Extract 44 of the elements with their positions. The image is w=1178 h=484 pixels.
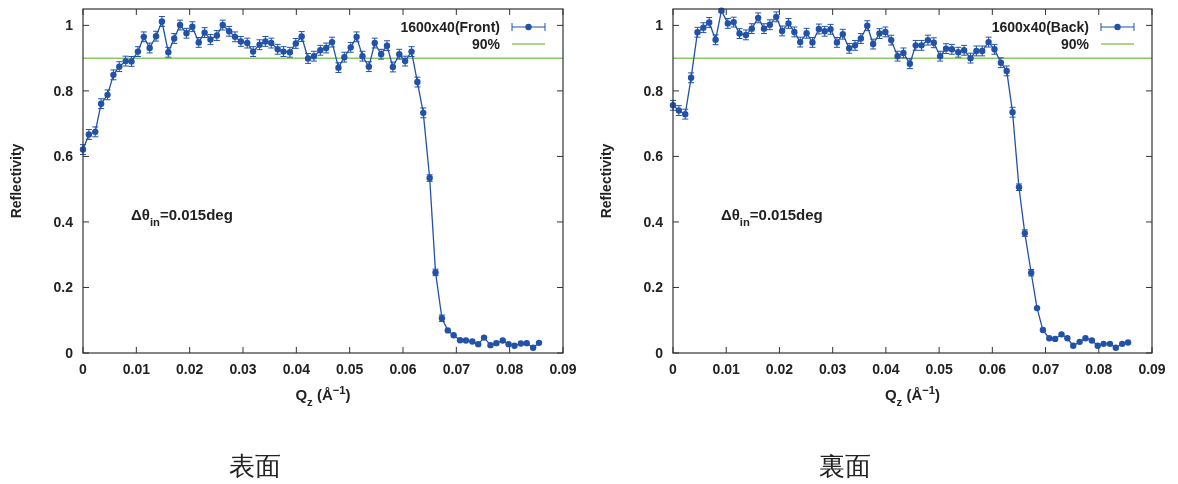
- y-tick-label: 0.2: [643, 279, 664, 296]
- x-tick-label: 0.09: [549, 361, 577, 377]
- annotation: Δθ$_{in}$=0.015deg: [131, 206, 233, 229]
- y-tick-label: 0.8: [53, 82, 74, 99]
- y-tick-label: 0.6: [643, 148, 664, 165]
- x-tick-label: 0.03: [229, 361, 257, 377]
- x-tick-label: 0.01: [122, 361, 151, 377]
- y-tick-label: 0.2: [53, 279, 74, 296]
- text: 表面: [229, 451, 281, 481]
- x-tick-label: 0.01: [712, 361, 741, 377]
- annotation: Δθ$_{in}$=0.015deg: [720, 206, 823, 229]
- x-tick-label: 0.09: [1138, 361, 1166, 377]
- y-tick-label: 1: [655, 17, 664, 34]
- y-tick-label: 0.4: [53, 213, 74, 230]
- x-tick-label: 0.06: [389, 361, 417, 377]
- legend-label: 90%: [1060, 36, 1090, 52]
- x-tick-label: 0.06: [978, 361, 1007, 377]
- x-tick-label: 0.02: [176, 361, 204, 377]
- legend-label: 1600x40(Back): [991, 19, 1089, 35]
- y-axis-title: Reflectivity: [8, 143, 24, 219]
- x-tick-label: 0.07: [442, 361, 471, 377]
- x-tick-label: 0.07: [1031, 361, 1060, 377]
- y-tick-label: 0: [655, 345, 664, 361]
- x-tick-label: 0.08: [1085, 361, 1113, 377]
- y-tick-label: 0.6: [53, 148, 74, 165]
- y-tick-label: 0.8: [643, 82, 664, 99]
- x-axis-title: Q$_{z}$ (Å$^{−1}$): [884, 384, 941, 408]
- x-tick-label: 0.04: [282, 361, 311, 377]
- x-tick-label: 0.04: [872, 361, 900, 377]
- legend-label: 1600x40(Front): [400, 19, 500, 35]
- y-tick-label: 0.4: [643, 213, 664, 230]
- text: 裏面: [818, 451, 871, 481]
- y-axis-title: Reflectivity: [598, 143, 614, 219]
- x-tick-label: 0: [669, 361, 678, 377]
- x-tick-label: 0.05: [336, 361, 364, 377]
- y-tick-label: 1: [65, 17, 74, 34]
- x-tick-label: 0.08: [496, 361, 524, 377]
- x-tick-label: 0.05: [925, 361, 953, 377]
- x-axis-title: Q$_{z}$ (Å$^{−1}$): [295, 384, 351, 408]
- y-tick-label: 0: [65, 345, 74, 361]
- x-tick-label: 0: [79, 361, 88, 377]
- legend-label: 90%: [471, 36, 501, 52]
- x-tick-label: 0.03: [819, 361, 847, 377]
- x-tick-label: 0.02: [765, 361, 794, 377]
